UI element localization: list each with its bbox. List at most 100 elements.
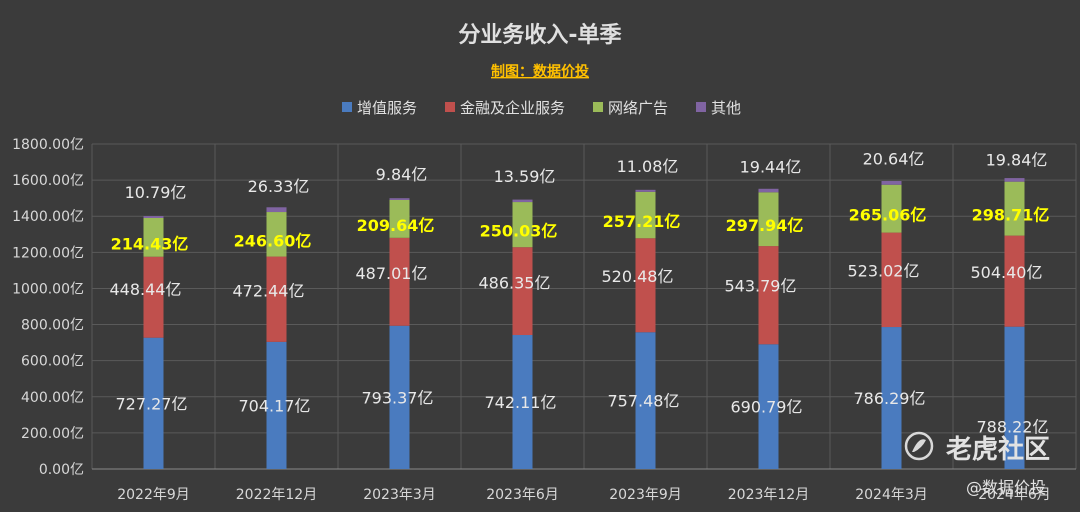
bar-segment [266,212,287,257]
data-label: 472.44亿 [233,282,305,301]
x-axis: 2022年9月 2022年12月 2023年3月 2023年6月 2023年9月 2023… [117,487,1051,503]
bar-segment [1004,235,1025,327]
data-label: 246.60亿 [234,231,312,250]
bar-segment [758,246,779,345]
legend-label-4: 其他 [711,99,741,117]
bar-segment [1004,326,1025,469]
bar-segment [389,199,410,238]
watermark: 老虎社区 @数据价投 [904,431,1050,497]
x-tick-label: 2024年3月 [855,487,928,503]
x-tick-label: 2023年9月 [609,487,682,503]
data-label: 297.94亿 [726,216,804,235]
legend-swatch-2 [445,102,455,112]
legend-label-3: 网络广告 [608,99,668,117]
data-label: 520.48亿 [602,267,674,286]
data-label: 543.79亿 [725,276,797,295]
tiger-logo-stroke-icon [912,439,926,452]
y-tick-label: 1800.00亿 [12,137,84,153]
chart-subtitle: 制图：数据价投 [491,63,589,80]
bar-segment [143,216,164,219]
x-tick-label: 2022年12月 [236,487,317,503]
watermark-author: @数据价投 [966,478,1046,497]
bar-segment [389,237,410,326]
data-label: 793.37亿 [362,388,434,407]
y-tick-label: 1400.00亿 [12,209,84,225]
y-tick-label: 1600.00亿 [12,173,84,189]
bar-segment [635,189,656,192]
y-tick-label: 800.00亿 [21,318,84,334]
data-label: 690.79亿 [731,398,803,417]
data-label: 523.02亿 [848,261,920,280]
legend-swatch-1 [342,102,352,112]
data-label: 257.21亿 [603,212,681,231]
legend-label-2: 金融及企业服务 [460,99,565,117]
data-label: 757.48亿 [608,392,680,411]
bars [143,178,1025,469]
data-label: 786.29亿 [854,389,926,408]
gridlines [91,143,1077,470]
bar-segment [266,341,287,469]
y-tick-label: 200.00亿 [21,426,84,442]
bar-segment [512,335,533,469]
x-tick-label: 2022年9月 [117,487,190,503]
data-label: 486.35亿 [479,273,551,292]
bar-segment [881,232,902,328]
data-label: 9.84亿 [376,165,428,184]
bar-segment [881,184,902,233]
legend-swatch-3 [593,102,603,112]
data-label: 13.59亿 [494,167,556,186]
bar-segment [143,218,164,257]
data-label: 265.06亿 [849,206,927,225]
bar-segment [758,188,779,193]
bar-segment [1004,178,1025,182]
data-label: 727.27亿 [116,394,188,413]
bar-segment [758,192,779,247]
data-label: 788.22亿 [977,417,1049,436]
x-tick-label: 2024年6月 [978,487,1051,503]
data-label: 10.79亿 [125,183,187,202]
data-label: 742.11亿 [485,393,557,412]
bar-segment [389,198,410,200]
x-tick-label: 2023年3月 [363,487,436,503]
bar-segment [512,199,533,203]
data-label: 298.71亿 [972,206,1050,225]
bar-segment [266,207,287,213]
chart-title: 分业务收入-单季 [458,22,621,48]
legend-label-1: 增值服务 [357,99,417,117]
y-axis: 0.00亿 200.00亿 400.00亿 600.00亿 800.00亿 1000.00… [12,137,84,478]
bar-segment [389,325,410,469]
data-label: 448.44亿 [110,280,182,299]
bar-segment [881,327,902,469]
bar-segment [881,181,902,185]
data-label: 487.01亿 [356,264,428,283]
data-label: 209.64亿 [357,216,435,235]
y-tick-label: 0.00亿 [39,462,84,478]
x-tick-label: 2023年6月 [486,487,559,503]
y-tick-label: 1000.00亿 [12,281,84,297]
x-tick-label: 2023年12月 [728,487,809,503]
data-label: 11.08亿 [617,157,679,176]
data-label: 19.84亿 [986,151,1048,170]
data-label: 19.44亿 [740,157,802,176]
bar-segment [635,191,656,239]
bar-segment [512,202,533,248]
bar-segment [1004,181,1025,236]
bar-segment [143,256,164,338]
data-label: 704.17亿 [239,396,311,415]
data-label: 504.40亿 [971,263,1043,282]
data-labels: 727.27亿 448.44亿 214.43亿 10.79亿 704.17亿 472.44… [110,150,1050,437]
bar-segment [635,332,656,469]
bar-segment [635,238,656,333]
legend-swatch-4 [696,102,706,112]
bar-segment [758,344,779,469]
watermark-brand: 老虎社区 [946,434,1050,465]
data-label: 250.03亿 [480,222,558,241]
legend: 增值服务 金融及企业服务 网络广告 其他 [342,99,741,117]
data-label: 20.64亿 [863,150,925,169]
y-tick-label: 600.00亿 [21,354,84,370]
bar-segment [143,337,164,469]
tiger-logo-icon [904,431,934,461]
bar-segment [266,256,287,342]
